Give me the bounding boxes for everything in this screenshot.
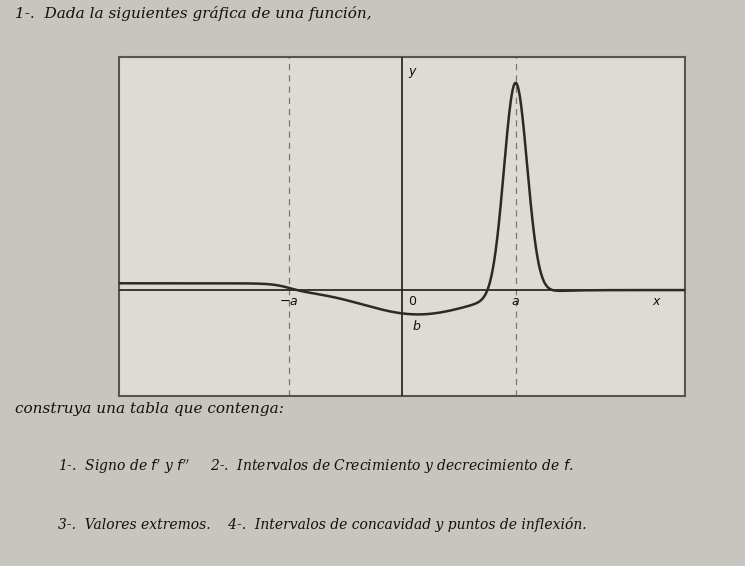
Text: 1-.  Signo de $f'$ y $f''$     2-.  Intervalos de Crecimiento y decrecimiento de: 1-. Signo de $f'$ y $f''$ 2-. Intervalos… bbox=[58, 458, 573, 476]
Text: $x$: $x$ bbox=[652, 295, 662, 308]
Text: $-a$: $-a$ bbox=[279, 295, 299, 308]
Text: $a$: $a$ bbox=[511, 295, 520, 308]
Text: $0$: $0$ bbox=[408, 295, 417, 308]
Text: 1-.  Dada la siguientes gráfica de una función,: 1-. Dada la siguientes gráfica de una fu… bbox=[15, 6, 372, 21]
Text: construya una tabla que contenga:: construya una tabla que contenga: bbox=[15, 402, 284, 416]
Text: $y$: $y$ bbox=[408, 66, 418, 80]
Text: 3-.  Valores extremos.    4-.  Intervalos de concavidad y puntos de inflexión.: 3-. Valores extremos. 4-. Intervalos de … bbox=[58, 517, 586, 531]
Text: $b$: $b$ bbox=[413, 319, 422, 332]
